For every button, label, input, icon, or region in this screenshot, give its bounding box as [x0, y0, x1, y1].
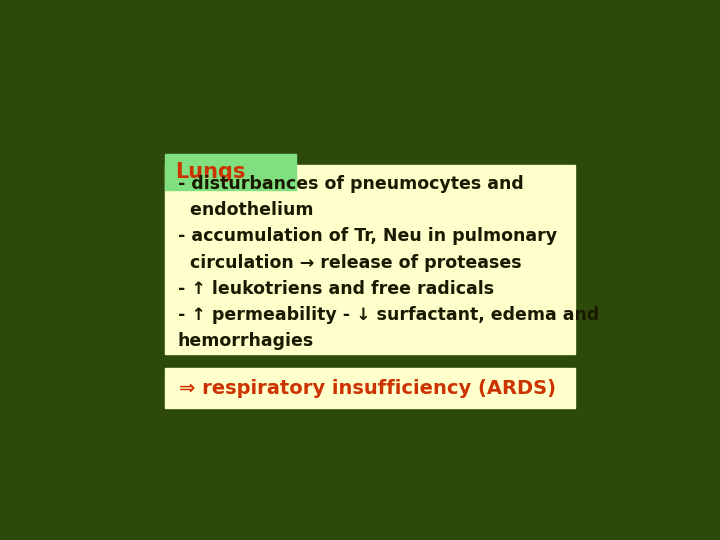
Text: - ↑ permeability - ↓ surfactant, edema and: - ↑ permeability - ↓ surfactant, edema a… [178, 306, 599, 324]
Text: ⇒ respiratory insufficiency (ARDS): ⇒ respiratory insufficiency (ARDS) [179, 379, 557, 397]
Text: Lungs: Lungs [176, 162, 246, 182]
Text: circulation → release of proteases: circulation → release of proteases [178, 254, 521, 272]
Text: - accumulation of Tr, Neu in pulmonary: - accumulation of Tr, Neu in pulmonary [178, 227, 557, 245]
Text: - disturbances of pneumocytes and: - disturbances of pneumocytes and [178, 175, 523, 193]
FancyBboxPatch shape [166, 154, 297, 190]
FancyBboxPatch shape [166, 368, 575, 408]
FancyBboxPatch shape [166, 165, 575, 354]
Text: - ↑ leukotriens and free radicals: - ↑ leukotriens and free radicals [178, 280, 494, 298]
Text: hemorrhagies: hemorrhagies [178, 332, 314, 350]
Text: endothelium: endothelium [178, 201, 313, 219]
